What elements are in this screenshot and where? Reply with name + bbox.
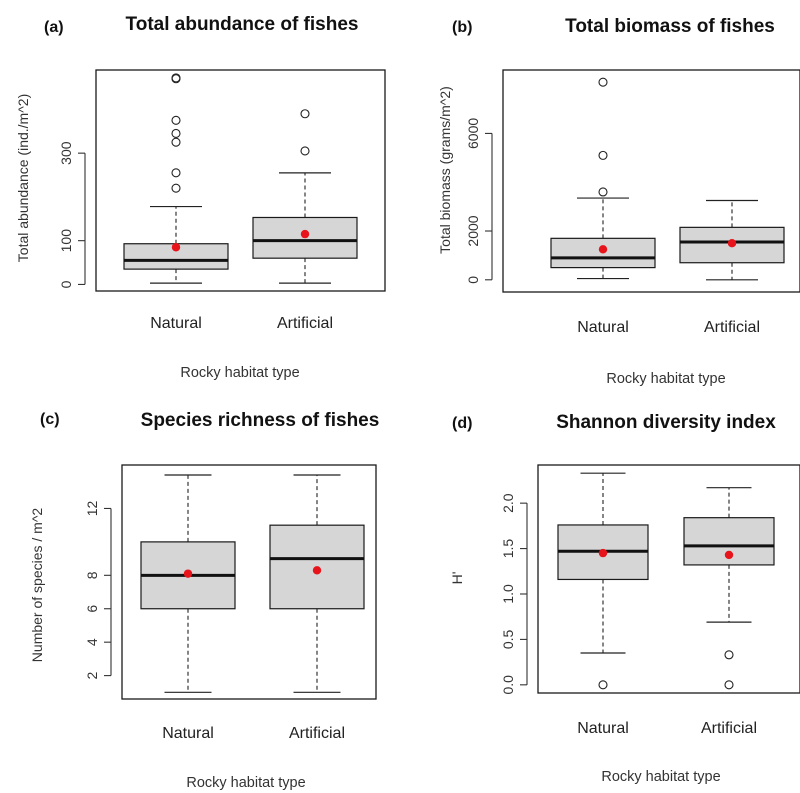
panel-d-y-tick-label: 0.0 xyxy=(500,675,516,695)
panel-b-y-tick-label: 2000 xyxy=(465,215,481,246)
panel-d-natural-mean-marker xyxy=(598,548,608,558)
panel-b-natural-outlier xyxy=(598,77,608,87)
panel-b-title: Total biomass of fishes xyxy=(565,16,775,37)
panel-a-natural-outlier xyxy=(171,128,181,139)
panel-a-y-tick-label: 100 xyxy=(58,229,74,253)
panel-a-natural-outlier xyxy=(171,115,181,125)
panel-b-x-tick-label-natural: Natural xyxy=(577,319,629,336)
panel-b-y-tick-label: 6000 xyxy=(465,118,481,149)
panel-d-title: Shannon diversity index xyxy=(556,412,776,433)
panel-b-y-axis-title: Total biomass (grams/m^2) xyxy=(437,86,453,254)
panel-a-plot-frame xyxy=(95,69,386,292)
panel-a-natural-outlier xyxy=(171,183,181,193)
panel-c-x-tick-label-natural: Natural xyxy=(162,725,214,742)
panel-a-natural-outlier xyxy=(171,137,181,147)
panel-d-x-axis-title: Rocky habitat type xyxy=(601,769,720,785)
panel-a-x-tick-label-artificial: Artificial xyxy=(277,315,333,332)
panel-c-plot-frame xyxy=(121,464,377,700)
panel-c-artificial-mean-marker xyxy=(312,566,322,575)
panel-b-natural-mean-marker xyxy=(598,245,608,254)
panel-b-natural-outlier xyxy=(598,187,608,197)
panel-c-x-tick-label-artificial: Artificial xyxy=(289,725,345,742)
panel-a-title: Total abundance of fishes xyxy=(126,14,359,35)
panel-c-letter: (c) xyxy=(40,411,60,428)
panel-c-natural-mean-marker xyxy=(183,569,193,578)
panel-b-natural-outlier xyxy=(598,150,608,160)
panel-a-artificial-outlier xyxy=(300,146,310,156)
panel-a-artificial-mean-marker xyxy=(300,229,310,239)
panel-c-y-tick-label: 6 xyxy=(84,605,100,613)
panel-a-y-tick-label: 0 xyxy=(58,280,74,288)
panel-d-artificial-outlier xyxy=(724,680,734,690)
panel-d-artificial-outlier xyxy=(724,650,734,660)
panel-b-artificial-box xyxy=(679,226,785,264)
panel-d-y-tick-label: 1.5 xyxy=(500,539,516,559)
panel-b-x-axis-title: Rocky habitat type xyxy=(606,371,725,387)
panel-a-natural-mean-marker xyxy=(171,243,181,252)
panel-a-x-axis-title: Rocky habitat type xyxy=(180,365,299,381)
panel-a-letter: (a) xyxy=(44,19,64,36)
panel-c-title: Species richness of fishes xyxy=(141,410,380,431)
panel-d-letter: (d) xyxy=(452,415,472,432)
panel-c-y-tick-label: 12 xyxy=(84,500,100,516)
panel-d-y-tick-label: 2.0 xyxy=(500,493,516,513)
panel-c-y-tick-label: 2 xyxy=(84,671,100,679)
panel-b-plot-frame xyxy=(502,69,800,293)
panel-a-natural-outlier xyxy=(171,73,181,83)
panel-c-x-axis-title: Rocky habitat type xyxy=(186,775,305,791)
panel-d-natural-outlier xyxy=(598,680,608,690)
panel-d-plot-frame xyxy=(537,464,800,694)
panel-a-x-tick-label-natural: Natural xyxy=(150,315,202,332)
panel-b-y-tick-label: 0 xyxy=(465,276,481,284)
panel-c-y-tick-label: 8 xyxy=(84,571,100,579)
panel-a-y-axis-title: Total abundance (ind./m^2) xyxy=(15,94,31,262)
panel-b-artificial-mean-marker xyxy=(727,239,737,248)
panel-b-x-tick-label-artificial: Artificial xyxy=(704,319,760,336)
panel-d-y-axis-title: H' xyxy=(449,572,465,585)
panel-b-letter: (b) xyxy=(452,19,472,36)
panel-d-y-tick-label: 0.5 xyxy=(500,629,516,649)
panel-a-natural-outlier xyxy=(171,168,181,178)
panel-d-x-tick-label-natural: Natural xyxy=(577,720,629,737)
panel-c-y-axis-title: Number of species / m^2 xyxy=(29,508,45,663)
panel-a-y-tick-label: 300 xyxy=(58,141,74,165)
panel-d-artificial-mean-marker xyxy=(724,550,734,560)
panel-d-y-tick-label: 1.0 xyxy=(500,584,516,604)
panel-c-y-tick-label: 4 xyxy=(84,638,100,646)
panel-a-artificial-outlier xyxy=(300,109,310,119)
panel-d-x-tick-label-artificial: Artificial xyxy=(701,720,757,737)
